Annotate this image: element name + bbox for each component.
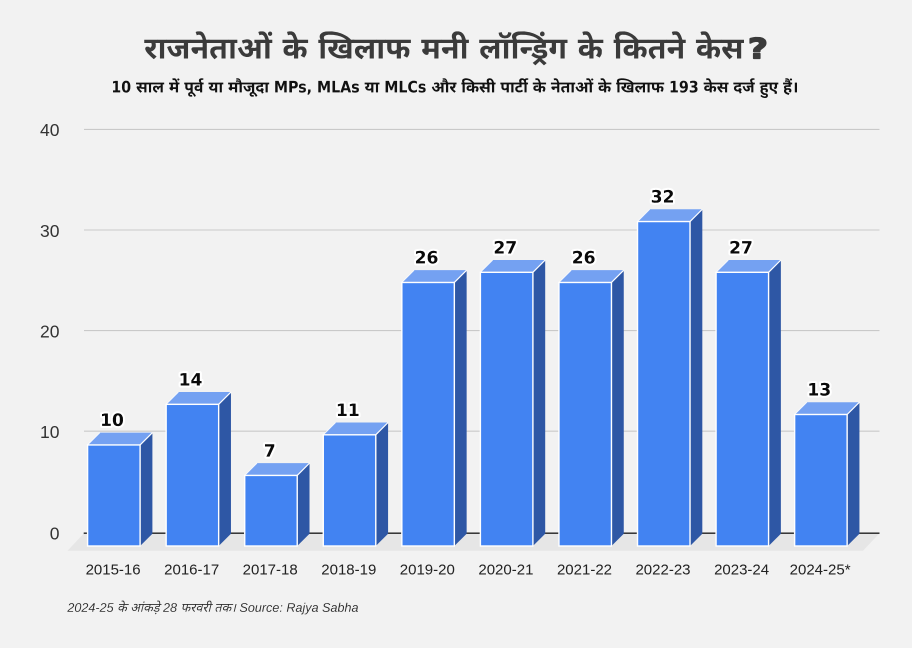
svg-text:2020-21: 2020-21 xyxy=(478,562,533,579)
svg-text:2023-24: 2023-24 xyxy=(714,562,769,579)
svg-text:40: 40 xyxy=(40,120,60,140)
svg-text:0: 0 xyxy=(50,524,60,544)
svg-text:2022-23: 2022-23 xyxy=(635,562,690,579)
svg-text:2016-17: 2016-17 xyxy=(164,562,219,579)
svg-text:2024-25*: 2024-25* xyxy=(790,562,851,579)
svg-text:2018-19: 2018-19 xyxy=(321,562,376,579)
svg-text:2019-20: 2019-20 xyxy=(400,562,455,579)
svg-text:2015-16: 2015-16 xyxy=(86,562,141,579)
svg-text:2017-18: 2017-18 xyxy=(243,562,298,579)
svg-text:20: 20 xyxy=(40,321,60,341)
svg-text:2021-22: 2021-22 xyxy=(557,562,612,579)
svg-text:30: 30 xyxy=(40,221,60,241)
svg-text:10: 10 xyxy=(40,422,60,442)
